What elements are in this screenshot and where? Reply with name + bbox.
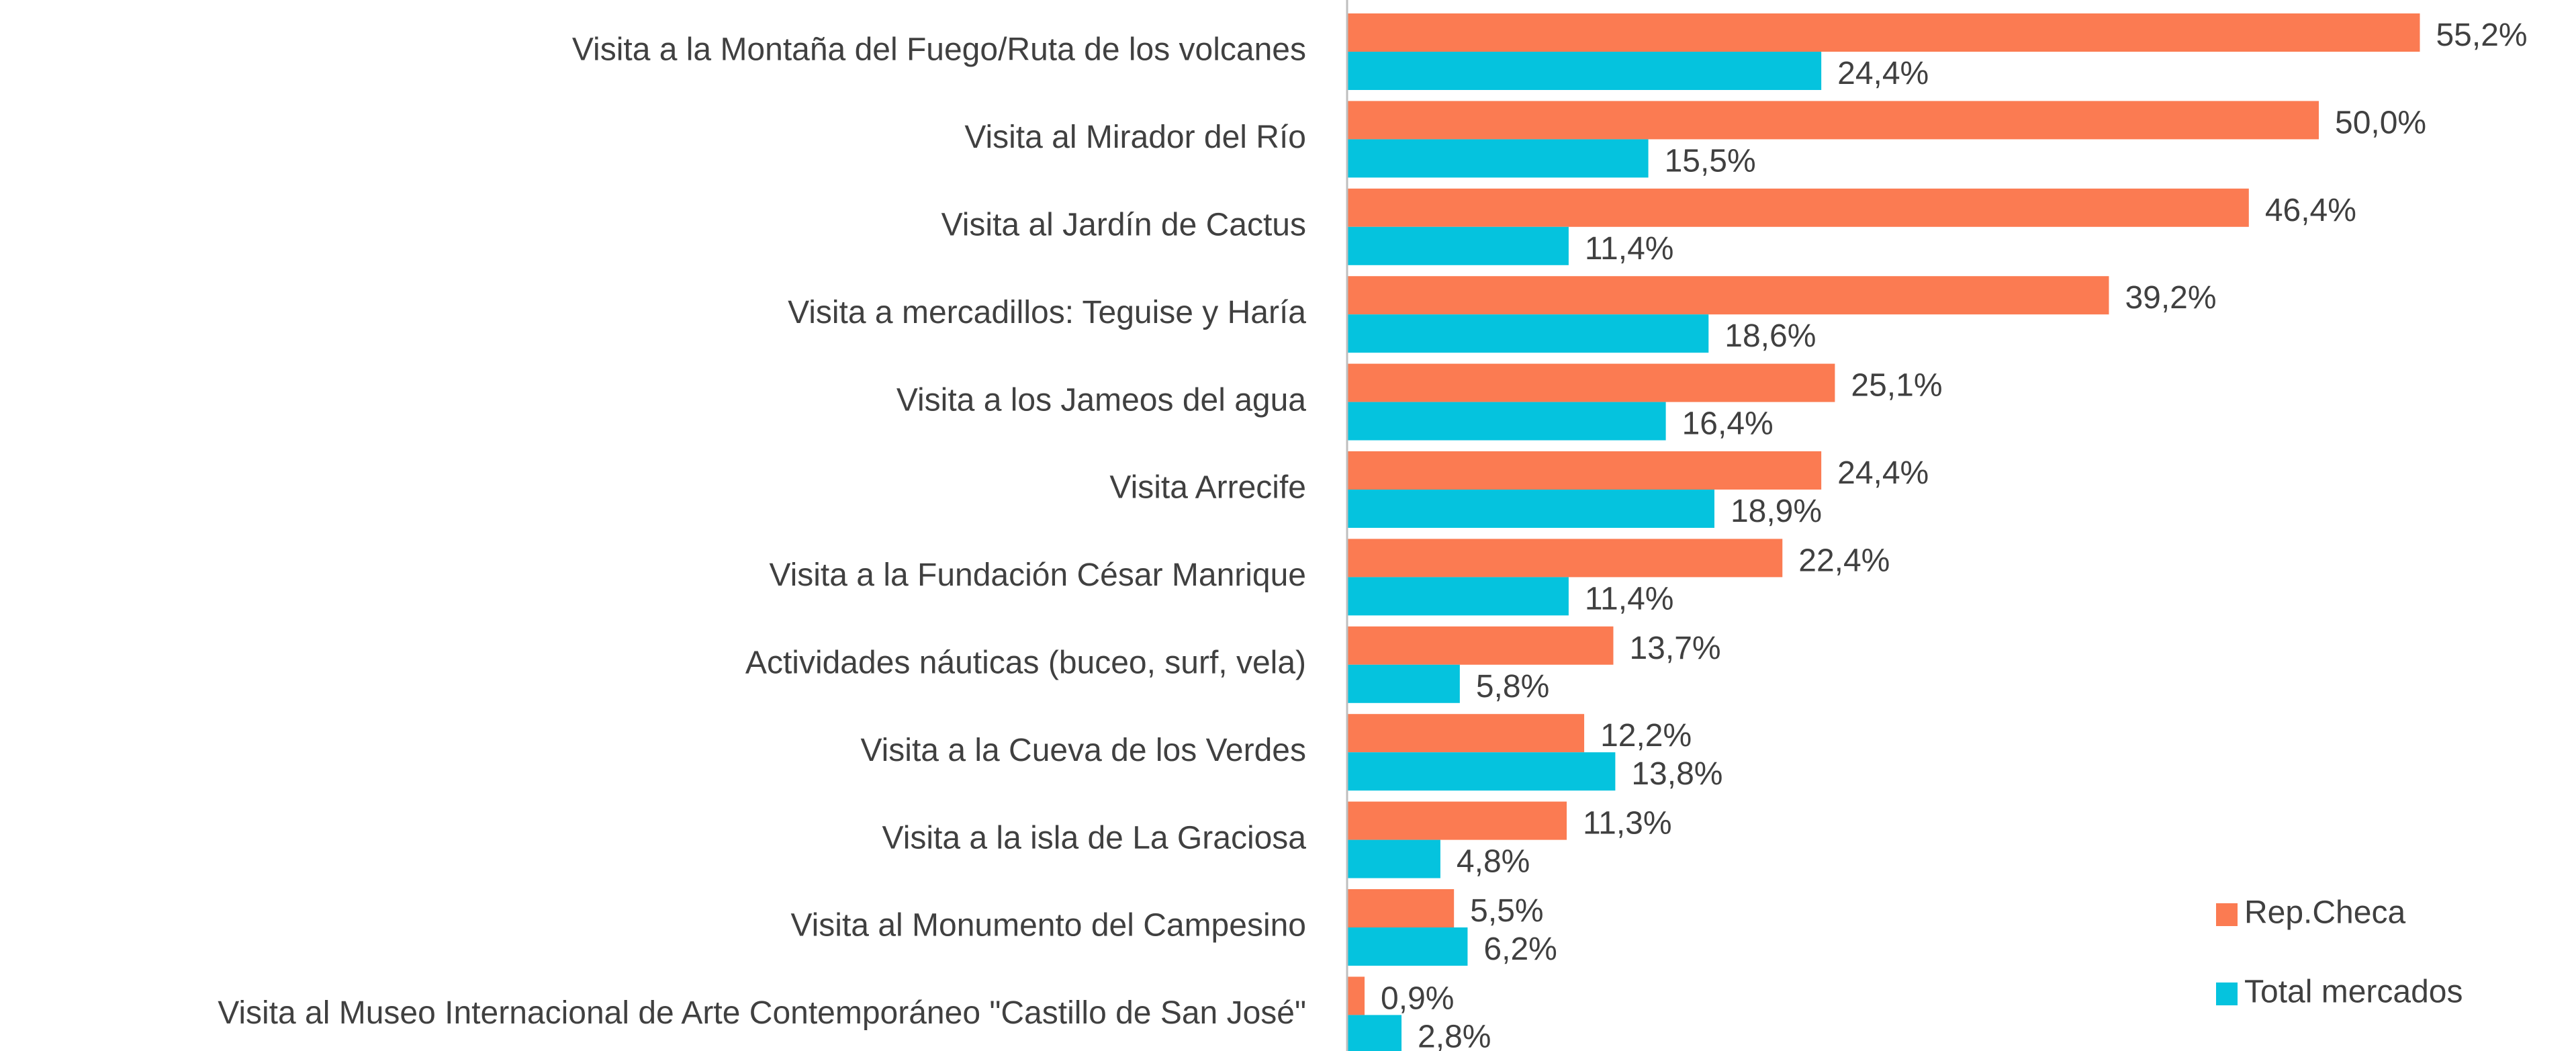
bar: [1347, 226, 1569, 265]
bar: [1347, 889, 1455, 927]
value-label: 4,8%: [1457, 844, 1530, 880]
bar: [1347, 139, 1649, 178]
value-label: 18,9%: [1731, 494, 1822, 529]
bar: [1347, 402, 1666, 441]
category-label: Visita al Museo Internacional de Arte Co…: [218, 995, 1306, 1031]
category-label: Visita a los Jameos del agua: [896, 382, 1306, 418]
value-label: 11,4%: [1585, 231, 1674, 267]
value-label: 2,8%: [1418, 1019, 1491, 1051]
category-label: Visita a la Fundación César Manrique: [769, 557, 1306, 593]
value-label: 18,6%: [1724, 318, 1816, 354]
category-label: Visita al Jardín de Cactus: [941, 207, 1306, 242]
value-label: 22,4%: [1798, 543, 1890, 578]
value-label: 5,5%: [1470, 893, 1543, 929]
category-label: Visita a mercadillos: Teguise y Haría: [788, 295, 1306, 330]
value-label: 24,4%: [1837, 455, 1929, 491]
bar: [1347, 276, 2109, 315]
bar: [1347, 976, 1365, 1015]
bar: [1347, 188, 2249, 227]
value-label: 0,9%: [1381, 980, 1454, 1016]
bar: [1347, 539, 1783, 578]
bar: [1347, 752, 1616, 791]
bar: [1347, 490, 1714, 528]
bar: [1347, 577, 1569, 616]
bar: [1347, 839, 1440, 878]
category-label: Visita a la Cueva de los Verdes: [860, 733, 1306, 768]
category-label: Visita al Monumento del Campesino: [790, 908, 1306, 944]
bar: [1347, 664, 1460, 703]
value-label: 13,7%: [1629, 631, 1720, 666]
value-label: 13,8%: [1631, 756, 1722, 792]
bar: [1347, 13, 2420, 52]
bar: [1347, 801, 1567, 840]
bar: [1347, 927, 1468, 966]
bar: [1347, 101, 2319, 140]
legend-label: Rep.Checa: [2244, 895, 2405, 931]
bar: [1347, 314, 1709, 353]
value-label: 12,2%: [1600, 718, 1692, 753]
bar: [1347, 52, 1822, 90]
value-label: 55,2%: [2436, 17, 2527, 53]
category-label: Visita Arrecife: [1109, 470, 1306, 506]
bar: [1347, 363, 1835, 402]
value-label: 11,3%: [1583, 806, 1672, 841]
category-label: Actividades náuticas (buceo, surf, vela): [745, 645, 1306, 680]
value-label: 5,8%: [1476, 669, 1549, 704]
value-label: 50,0%: [2335, 105, 2426, 140]
legend-swatch: [2216, 903, 2238, 926]
category-label: Visita a la Montaña del Fuego/Ruta de lo…: [572, 32, 1306, 68]
value-label: 15,5%: [1665, 143, 1756, 179]
bar: [1347, 1015, 1402, 1051]
category-label: Visita a la isla de La Graciosa: [882, 820, 1307, 856]
legend-swatch: [2216, 983, 2238, 1005]
value-label: 25,1%: [1851, 368, 1942, 404]
bar: [1347, 451, 1822, 490]
value-label: 6,2%: [1483, 931, 1557, 967]
value-label: 16,4%: [1682, 406, 1774, 442]
bar: [1347, 714, 1585, 753]
legend-label: Total mercados: [2244, 974, 2463, 1010]
category-label: Visita al Mirador del Río: [964, 120, 1306, 155]
value-label: 24,4%: [1837, 56, 1929, 91]
bar: [1347, 626, 1614, 665]
value-label: 39,2%: [2125, 280, 2216, 316]
value-label: 46,4%: [2265, 193, 2356, 228]
value-label: 11,4%: [1585, 581, 1674, 616]
